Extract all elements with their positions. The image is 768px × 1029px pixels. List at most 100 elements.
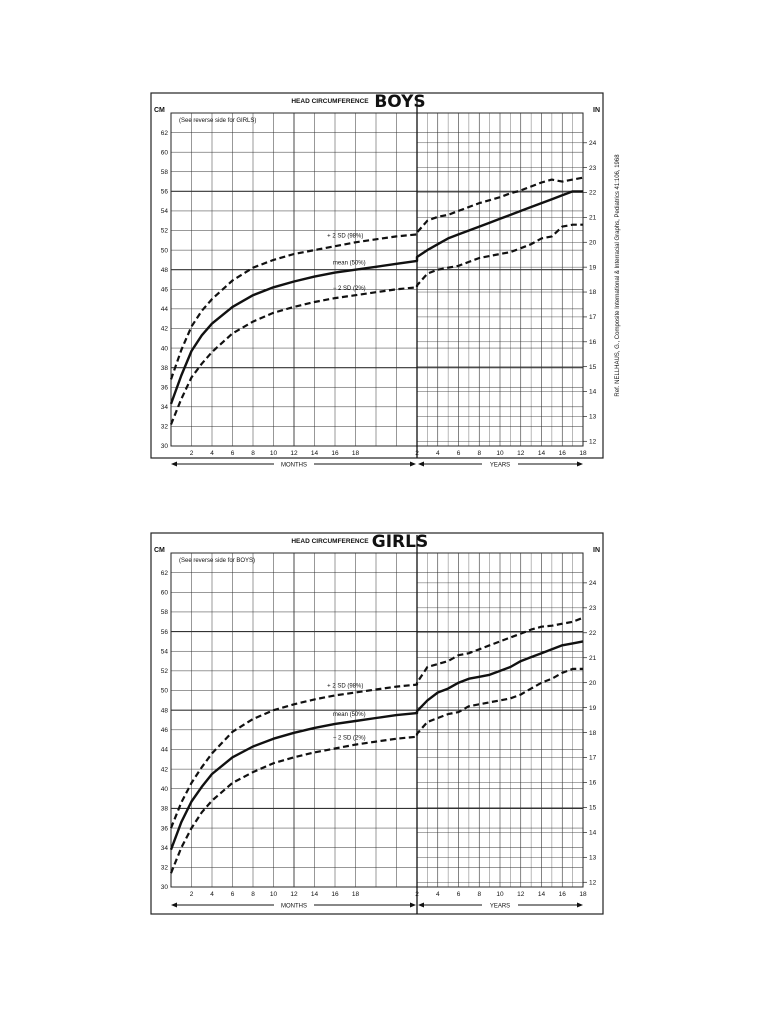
cm-tick-label: 42 <box>161 766 169 773</box>
year-tick-label: 2 <box>415 891 419 898</box>
in-tick-label: 12 <box>589 438 597 445</box>
cm-tick-label: 38 <box>161 365 169 372</box>
cm-tick-label: 50 <box>161 688 169 695</box>
cm-tick-label: 54 <box>161 648 169 655</box>
year-tick-label: 18 <box>579 450 587 457</box>
cm-tick-label: 54 <box>161 208 169 215</box>
in-tick-label: 21 <box>589 655 597 662</box>
month-tick-label: 16 <box>331 891 339 898</box>
month-tick-label: 18 <box>352 450 360 457</box>
cm-tick-label: 60 <box>161 149 169 156</box>
month-tick-label: 6 <box>231 891 235 898</box>
year-tick-label: 8 <box>477 450 481 457</box>
cm-tick-label: 46 <box>161 727 169 734</box>
in-tick-label: 19 <box>589 264 597 271</box>
in-tick-label: 18 <box>589 730 597 737</box>
cm-tick-label: 50 <box>161 247 169 254</box>
minus-2sd-line <box>169 667 583 874</box>
in-tick-label: 14 <box>589 830 597 837</box>
girls-plot-group: 3032343638404244464850525456586062CM1213… <box>150 532 604 915</box>
months-arrow-left-head <box>171 461 177 467</box>
in-tick-label: 14 <box>589 389 597 396</box>
in-tick-label: 22 <box>589 190 597 197</box>
cm-tick-label: 32 <box>161 424 169 431</box>
cm-tick-label: 42 <box>161 326 169 333</box>
months-arrow-right-head <box>410 461 416 467</box>
year-tick-label: 16 <box>559 891 567 898</box>
in-tick-label: 15 <box>589 805 597 812</box>
year-tick-label: 14 <box>538 891 546 898</box>
in-tick-label: 19 <box>589 705 597 712</box>
boys-plot-group: 3032343638404244464850525456586062CM1213… <box>150 92 621 468</box>
cm-tick-label: 60 <box>161 589 169 596</box>
chart-title: HEAD CIRCUMFERENCE <box>291 98 369 105</box>
cm-tick-label: 40 <box>161 786 169 793</box>
cm-tick-label: 30 <box>161 884 169 891</box>
month-tick-label: 4 <box>210 450 214 457</box>
month-tick-label: 2 <box>190 891 194 898</box>
years-label-bg <box>482 901 518 909</box>
year-tick-label: 8 <box>477 891 481 898</box>
years-arrow-right-head <box>577 902 583 908</box>
lower-curve-label: − 2 SD (2%) <box>333 736 366 742</box>
in-tick-label: 16 <box>589 780 597 787</box>
year-tick-label: 12 <box>517 450 525 457</box>
in-tick-label: 17 <box>589 755 597 762</box>
chart-subtitle: BOYS <box>374 92 425 112</box>
in-tick-label: 13 <box>589 855 597 862</box>
years-axis-label: YEARS <box>490 903 510 909</box>
in-tick-label: 15 <box>589 364 597 371</box>
cm-tick-label: 58 <box>161 609 169 616</box>
months-axis-label: MONTHS <box>281 462 307 468</box>
year-tick-label: 6 <box>457 891 461 898</box>
cm-tick-label: 38 <box>161 806 169 813</box>
in-tick-label: 12 <box>589 879 597 886</box>
lower-curve-label: − 2 SD (2%) <box>333 286 366 292</box>
mean-line <box>169 190 583 405</box>
plus-2sd-line <box>169 616 584 829</box>
cm-unit-label: CM <box>154 107 165 114</box>
cm-unit-label: CM <box>154 547 165 554</box>
minus-2sd-line <box>169 223 583 425</box>
in-tick-label: 20 <box>589 239 597 246</box>
cm-tick-label: 44 <box>161 306 169 313</box>
cm-tick-label: 62 <box>161 570 169 577</box>
years-arrow-left-head <box>418 902 424 908</box>
plot-border <box>170 552 584 888</box>
month-tick-label: 4 <box>210 891 214 898</box>
in-tick-label: 24 <box>589 140 597 147</box>
cm-tick-label: 36 <box>161 825 169 832</box>
in-tick-label: 22 <box>589 630 597 637</box>
cm-tick-label: 34 <box>161 845 169 852</box>
cm-tick-label: 62 <box>161 130 169 137</box>
cm-tick-label: 34 <box>161 404 169 411</box>
mean-line <box>169 640 584 851</box>
months-axis-label: MONTHS <box>281 903 307 909</box>
month-tick-label: 10 <box>270 891 278 898</box>
in-tick-label: 23 <box>589 605 597 612</box>
upper-curve-label: + 2 SD (98%) <box>327 233 363 239</box>
mean-curve-label: mean (50%) <box>333 712 366 718</box>
in-tick-label: 23 <box>589 165 597 172</box>
in-tick-label: 13 <box>589 414 597 421</box>
reverse-side-note: (See reverse side for BOYS) <box>179 558 255 564</box>
month-tick-label: 8 <box>251 891 255 898</box>
reference-text: Ref. NELLHAUS, G., Composite Internation… <box>615 154 621 397</box>
cm-tick-label: 40 <box>161 345 169 352</box>
year-tick-label: 10 <box>496 891 504 898</box>
cm-tick-label: 52 <box>161 228 169 235</box>
years-arrow-right-head <box>577 461 583 467</box>
chart-subtitle: GIRLS <box>372 532 428 552</box>
month-tick-label: 8 <box>251 450 255 457</box>
cm-tick-label: 58 <box>161 169 169 176</box>
years-label-bg <box>482 460 518 468</box>
cm-tick-label: 32 <box>161 865 169 872</box>
in-tick-label: 21 <box>589 215 597 222</box>
month-tick-label: 16 <box>331 450 339 457</box>
cm-tick-label: 56 <box>161 189 169 196</box>
month-tick-label: 2 <box>190 450 194 457</box>
month-tick-label: 14 <box>311 891 319 898</box>
months-label-bg <box>274 901 314 909</box>
cm-tick-label: 36 <box>161 384 169 391</box>
